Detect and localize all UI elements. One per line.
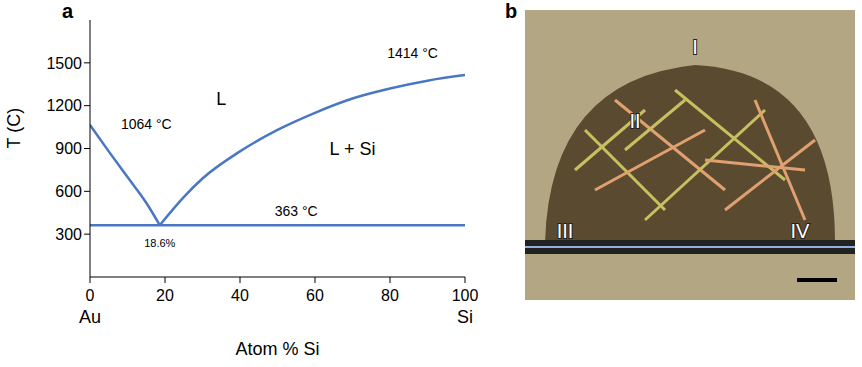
- svg-text:1500: 1500: [46, 55, 82, 72]
- svg-text:100: 100: [452, 287, 479, 304]
- svg-text:L + Si: L + Si: [330, 139, 376, 159]
- svg-text:1200: 1200: [46, 97, 82, 114]
- svg-text:60: 60: [306, 287, 324, 304]
- svg-text:0: 0: [86, 287, 95, 304]
- svg-text:1414 °C: 1414 °C: [387, 45, 438, 61]
- svg-text:1064 °C: 1064 °C: [121, 116, 172, 132]
- svg-text:Atom % Si: Atom % Si: [235, 339, 319, 359]
- svg-text:II: II: [629, 110, 640, 132]
- svg-text:T (C): T (C): [4, 108, 24, 149]
- svg-text:363 °C: 363 °C: [275, 203, 318, 219]
- svg-text:20: 20: [156, 287, 174, 304]
- svg-text:III: III: [557, 220, 574, 242]
- svg-text:Si: Si: [457, 307, 473, 327]
- svg-text:Au: Au: [79, 307, 101, 327]
- svg-text:L: L: [216, 89, 226, 109]
- svg-text:40: 40: [231, 287, 249, 304]
- svg-text:300: 300: [55, 226, 82, 243]
- svg-text:80: 80: [381, 287, 399, 304]
- svg-text:600: 600: [55, 183, 82, 200]
- svg-text:900: 900: [55, 140, 82, 157]
- svg-text:I: I: [692, 36, 698, 58]
- html-text:a: a: [62, 0, 74, 22]
- svg-text:18.6%: 18.6%: [144, 237, 175, 249]
- html-text:b: b: [505, 0, 518, 22]
- svg-text:IV: IV: [791, 220, 811, 242]
